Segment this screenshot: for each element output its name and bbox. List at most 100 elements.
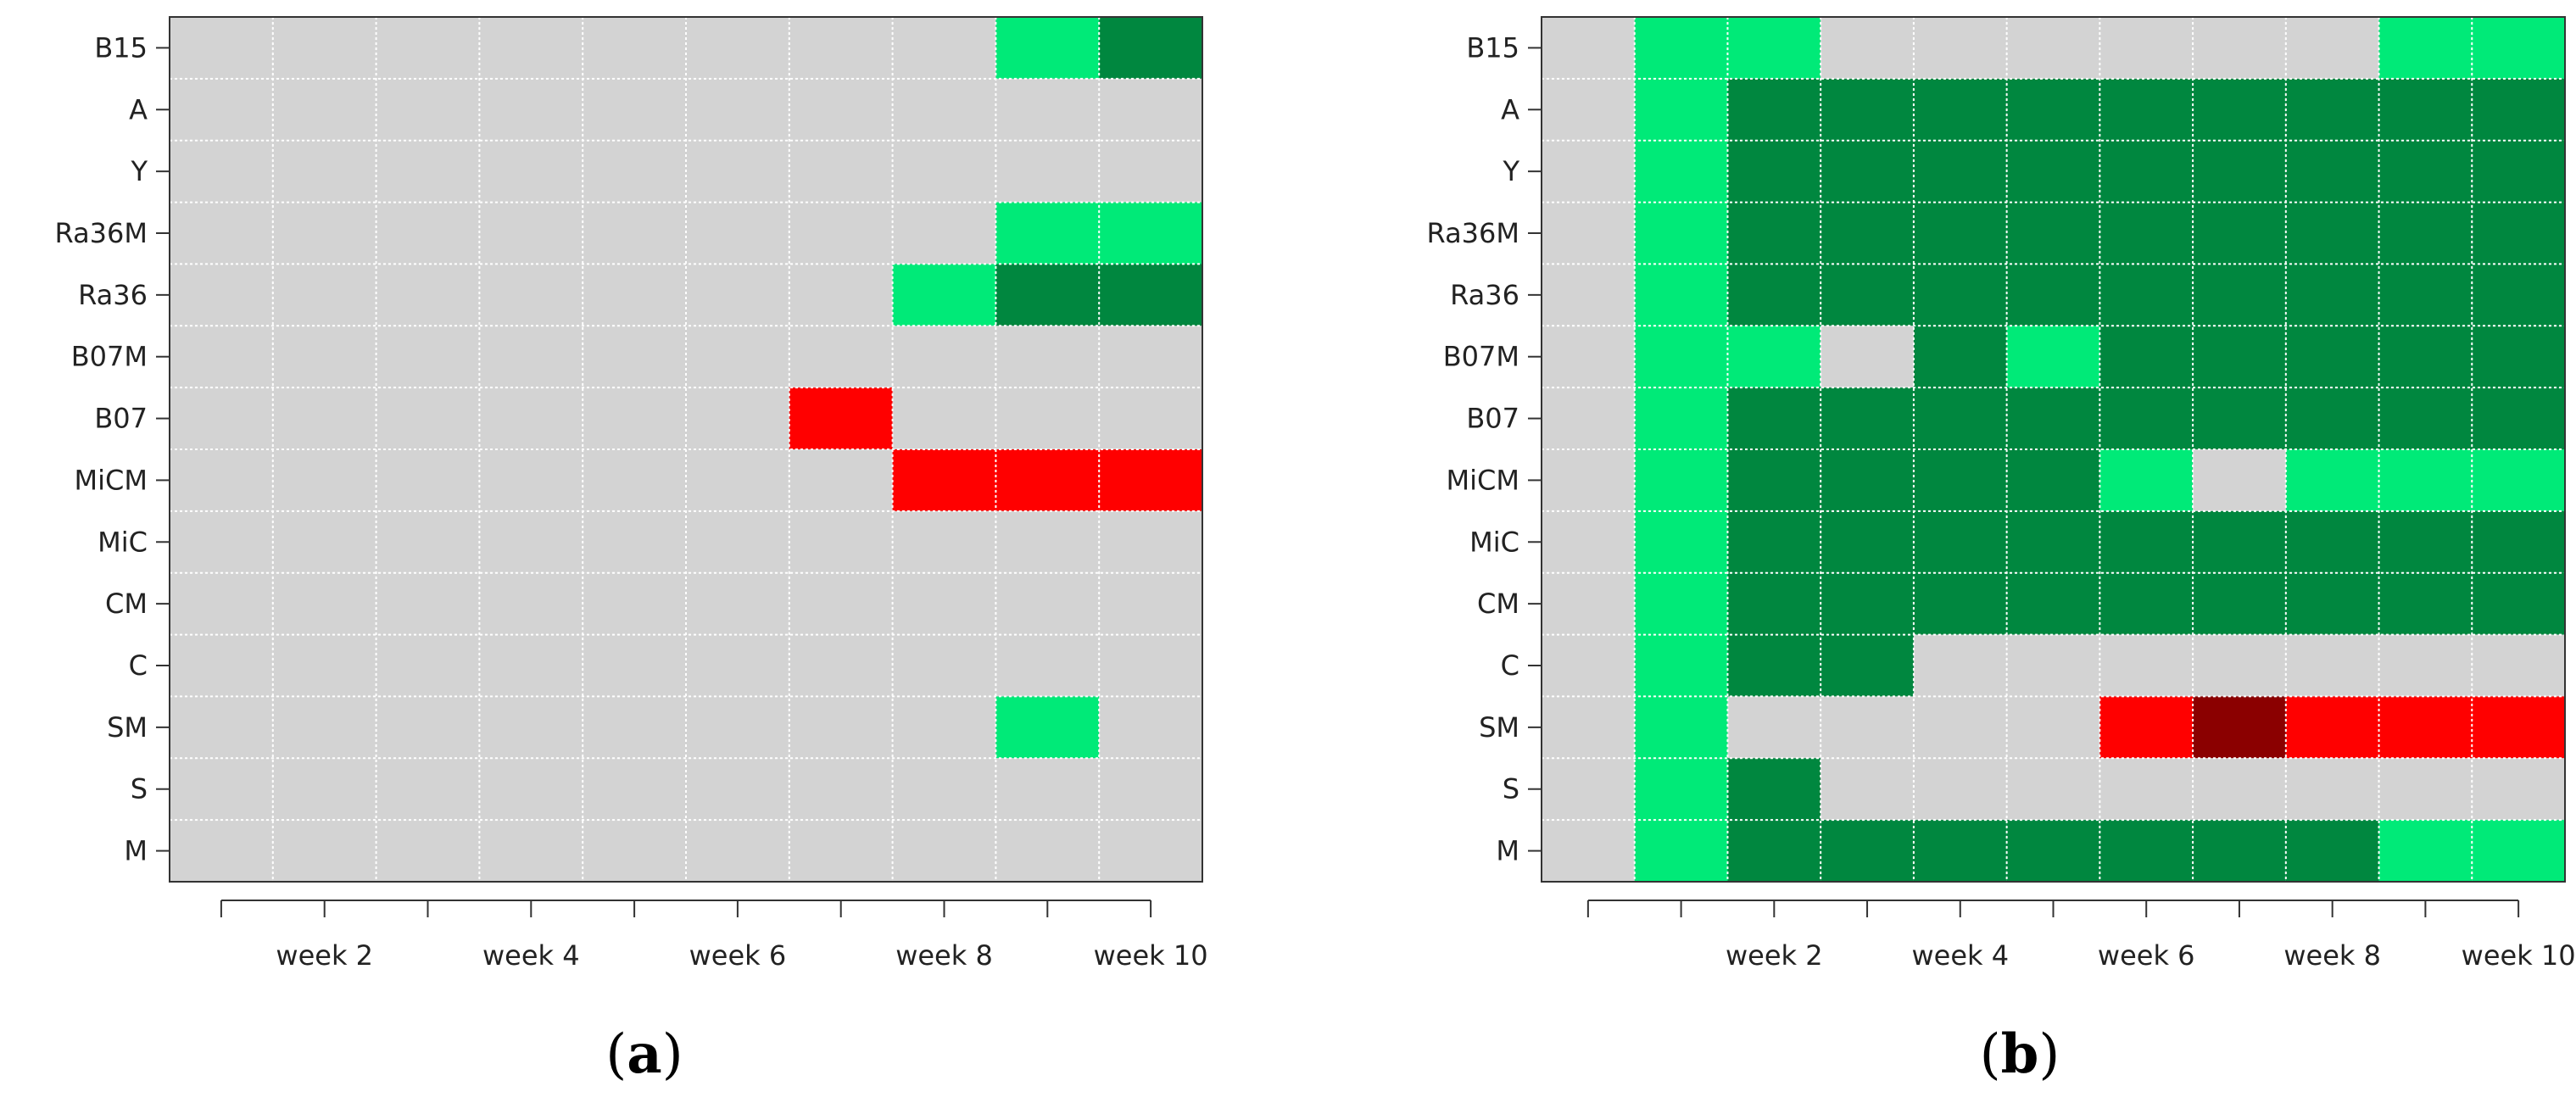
y-tick-label: Ra36M bbox=[55, 217, 148, 249]
heatmap-cell bbox=[1913, 17, 2007, 79]
heatmap-cell bbox=[995, 78, 1100, 141]
heatmap-cell bbox=[2193, 264, 2286, 326]
heatmap-cell bbox=[2472, 140, 2565, 203]
heatmap-cell bbox=[1820, 572, 1914, 635]
heatmap-cell bbox=[1634, 202, 1728, 265]
heatmap-cell bbox=[376, 634, 480, 697]
heatmap-cell bbox=[1542, 696, 1635, 759]
heatmap-cell bbox=[1913, 326, 2007, 388]
heatmap-cell bbox=[376, 140, 480, 203]
heatmap-cell bbox=[1913, 449, 2007, 511]
heatmap-cell bbox=[2378, 264, 2473, 326]
x-tick-label: week 6 bbox=[689, 939, 787, 972]
heatmap-cell bbox=[583, 140, 686, 203]
heatmap-cell bbox=[583, 264, 686, 326]
heatmap-cell bbox=[1727, 387, 1821, 449]
heatmap-cell bbox=[2285, 634, 2379, 697]
heatmap-cell bbox=[376, 820, 480, 882]
heatmap-cell bbox=[789, 326, 893, 388]
heatmap-cell bbox=[789, 202, 893, 265]
heatmap-cell bbox=[2378, 696, 2473, 759]
heatmap-cell bbox=[2099, 202, 2194, 265]
heatmap-cell bbox=[479, 820, 583, 882]
heatmap-cell bbox=[1542, 510, 1635, 573]
x-tick-label: week 8 bbox=[895, 939, 993, 972]
heatmap-cell bbox=[1820, 758, 1914, 821]
x-tick-label: week 4 bbox=[1911, 939, 2009, 972]
heatmap-cell bbox=[686, 140, 789, 203]
heatmap-cell bbox=[1913, 696, 2007, 759]
heatmap-cell bbox=[995, 449, 1100, 511]
heatmap-cell bbox=[376, 758, 480, 821]
heatmap-cell bbox=[1099, 634, 1202, 697]
heatmap-cell bbox=[789, 449, 893, 511]
heatmap-cell bbox=[2006, 202, 2100, 265]
heatmap-cell bbox=[1099, 449, 1202, 511]
heatmap-cell bbox=[2099, 449, 2194, 511]
heatmap-cell bbox=[1634, 634, 1728, 697]
panel-caption: (a) bbox=[605, 1022, 683, 1086]
heatmap-cell bbox=[2193, 449, 2286, 511]
x-tick-label: week 8 bbox=[2283, 939, 2381, 972]
heatmap-cell bbox=[479, 449, 583, 511]
x-tick-label: week 6 bbox=[2098, 939, 2195, 972]
heatmap-cell bbox=[2378, 572, 2473, 635]
heatmap-cell bbox=[272, 140, 376, 203]
heatmap-cell bbox=[2099, 17, 2194, 79]
heatmap-cell bbox=[1820, 326, 1914, 388]
heatmap-cell bbox=[272, 758, 376, 821]
y-tick-label: SM bbox=[1479, 711, 1519, 744]
heatmap-cell bbox=[1634, 449, 1728, 511]
heatmap-cell bbox=[2285, 820, 2379, 882]
heatmap-cell bbox=[1542, 634, 1635, 697]
heatmap-cell bbox=[892, 387, 996, 449]
heatmap-cell bbox=[376, 696, 480, 759]
y-tick-label: MiC bbox=[1469, 526, 1519, 558]
heatmap-cell bbox=[2472, 572, 2565, 635]
heatmap-cell bbox=[2006, 820, 2100, 882]
heatmap-cell bbox=[1820, 78, 1914, 141]
heatmap-cell bbox=[272, 696, 376, 759]
heatmap-cell bbox=[1542, 820, 1635, 882]
heatmap-cell bbox=[995, 758, 1100, 821]
heatmap-cell bbox=[995, 387, 1100, 449]
heatmap-cell bbox=[892, 696, 996, 759]
y-tick-label: M bbox=[124, 835, 148, 867]
x-tick-label: week 4 bbox=[482, 939, 580, 972]
y-tick-label: M bbox=[1496, 835, 1519, 867]
y-tick-label: B15 bbox=[1466, 31, 1519, 64]
y-tick-label: Ra36M bbox=[1427, 217, 1519, 249]
y-tick-label: C bbox=[129, 649, 148, 682]
heatmap-cell bbox=[686, 202, 789, 265]
heatmap-cell bbox=[376, 387, 480, 449]
heatmap-cell bbox=[2193, 820, 2286, 882]
heatmap-cell bbox=[1913, 264, 2007, 326]
heatmap-cell bbox=[2472, 449, 2565, 511]
heatmap-cell bbox=[170, 326, 273, 388]
heatmap-cell bbox=[2472, 820, 2565, 882]
heatmap-cell bbox=[479, 326, 583, 388]
heatmap-cell bbox=[2285, 572, 2379, 635]
heatmap-cell bbox=[686, 634, 789, 697]
heatmap-cell bbox=[272, 634, 376, 697]
heatmap-cell bbox=[995, 17, 1100, 79]
heatmap-cell bbox=[2378, 78, 2473, 141]
panel-caption: (b) bbox=[1980, 1022, 2060, 1086]
heatmap-cell bbox=[583, 387, 686, 449]
heatmap-cell bbox=[170, 634, 273, 697]
heatmap-cell bbox=[2472, 510, 2565, 573]
heatmap-cell bbox=[1913, 387, 2007, 449]
heatmap-cell bbox=[892, 202, 996, 265]
heatmap-cell bbox=[2472, 758, 2565, 821]
heatmap-cell bbox=[170, 264, 273, 326]
heatmap-cell bbox=[2099, 510, 2194, 573]
heatmap-cell bbox=[2378, 820, 2473, 882]
heatmap-cell bbox=[2006, 758, 2100, 821]
heatmap-cell bbox=[479, 510, 583, 573]
heatmap-cell bbox=[2472, 78, 2565, 141]
heatmap-cell bbox=[479, 634, 583, 697]
heatmap-cell bbox=[1634, 140, 1728, 203]
heatmap-cell bbox=[272, 202, 376, 265]
heatmap-cell bbox=[686, 696, 789, 759]
heatmap-cell bbox=[2285, 17, 2379, 79]
